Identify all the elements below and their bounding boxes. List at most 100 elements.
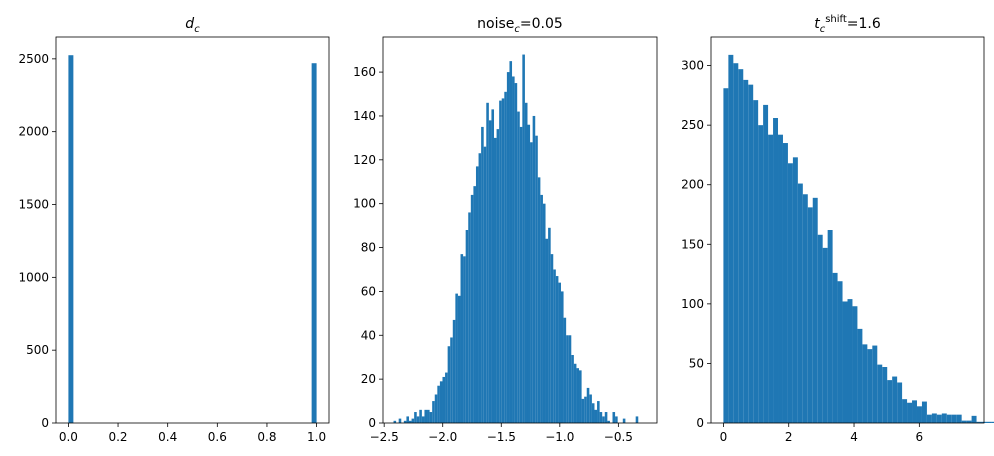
histogram-bar — [887, 380, 893, 423]
y-tick-label: 100 — [353, 197, 376, 211]
histogram-bar — [792, 157, 798, 423]
histogram-bar — [728, 54, 734, 424]
histogram-bar — [411, 418, 415, 423]
histogram-bar — [452, 319, 456, 423]
histogram-bar — [393, 420, 397, 423]
y-tick-label: 1000 — [18, 270, 49, 284]
bars — [393, 54, 639, 424]
y-tick-label: 150 — [681, 237, 704, 251]
histogram-bar — [758, 125, 764, 423]
histogram-bar — [496, 129, 500, 424]
x-tick-label: 4 — [850, 430, 858, 444]
y-tick-label: 1500 — [18, 198, 49, 212]
histogram-bar — [414, 412, 417, 423]
x-tick-label: −1.5 — [487, 430, 516, 444]
bars — [723, 54, 994, 424]
histogram-bar — [506, 72, 510, 423]
histogram-bar — [522, 54, 525, 424]
histogram-bar — [473, 186, 476, 423]
histogram-bar — [527, 124, 531, 423]
histogram-bar — [842, 301, 848, 423]
axes-frame — [382, 36, 658, 424]
histogram-bar — [787, 163, 793, 423]
histogram-bar — [802, 194, 808, 423]
chart-title-part: c — [514, 24, 520, 35]
histogram-bar — [68, 55, 74, 424]
histogram-bar — [501, 98, 505, 423]
histogram-bar — [768, 134, 774, 423]
histogram-bar — [773, 118, 779, 423]
histogram-bar — [763, 104, 769, 423]
histogram-bar — [442, 376, 446, 423]
histogram-bar — [491, 109, 495, 424]
x-tick-label: −2.5 — [370, 430, 399, 444]
histogram-bar — [540, 194, 543, 423]
chart-title-part: noise — [477, 16, 514, 32]
histogram-bar — [432, 401, 435, 423]
histogram-bar — [581, 398, 585, 424]
histogram-bar — [460, 254, 464, 424]
histogram-bar — [782, 143, 788, 423]
histogram-bar — [907, 402, 913, 423]
histogram-bar — [455, 293, 458, 423]
histogram-bar — [589, 394, 592, 423]
histogram-bar — [558, 282, 561, 423]
histogram-bar — [612, 412, 616, 423]
histogram-bar — [517, 111, 520, 423]
y-tick-label: 60 — [361, 284, 376, 298]
histogram-bar — [753, 100, 759, 423]
histogram-bar — [877, 364, 883, 423]
histogram-bar — [912, 400, 917, 423]
histogram-bar — [555, 276, 559, 423]
histogram-bar — [573, 363, 577, 423]
chart-title-part: =1.6 — [847, 16, 881, 32]
histogram-bar — [419, 409, 422, 423]
chart-panel-1: 0.0 0.2 0.4 0.6 0.8 1.0 0 500 1000 1500 2000 2500 dc — [18, 16, 330, 444]
histogram-bar — [892, 376, 898, 423]
y-tick-label: 160 — [353, 65, 376, 79]
histogram-bar — [398, 418, 402, 423]
histogram-bar — [941, 413, 947, 423]
chart-title: noisec=0.05 — [477, 16, 563, 35]
histogram-bar — [468, 212, 471, 423]
histogram-bar — [857, 328, 863, 423]
y-tick-label: 40 — [361, 328, 376, 342]
histogram-bar — [966, 420, 972, 423]
y-tick-label: 500 — [26, 343, 49, 357]
histogram-bar — [437, 385, 440, 423]
histogram-bar — [579, 370, 582, 423]
bars — [68, 55, 317, 424]
chart-title: dc — [185, 16, 200, 35]
histogram-bar — [571, 355, 574, 423]
histogram-bar — [311, 63, 317, 423]
histogram-bar — [951, 414, 957, 423]
histogram-bar — [961, 420, 967, 423]
histogram-bar — [512, 76, 515, 423]
y-tick-label: 140 — [353, 109, 376, 123]
y-tick-label: 300 — [681, 59, 704, 73]
histogram-bar — [509, 61, 513, 424]
histogram-bar — [607, 420, 610, 423]
histogram-bar — [478, 153, 482, 424]
histogram-bar — [946, 414, 952, 423]
y-tick-label: 120 — [353, 153, 376, 167]
y-tick-label: 20 — [361, 372, 376, 386]
histogram-bar — [408, 420, 412, 423]
histogram-bar — [615, 416, 618, 423]
histogram-bar — [403, 420, 407, 423]
y-tick-label: 0 — [368, 416, 376, 430]
histogram-bar — [514, 83, 518, 423]
chart-title-part: c — [194, 24, 200, 35]
histogram-bar — [535, 135, 538, 423]
histogram-bar — [635, 416, 639, 423]
histogram-bar — [602, 416, 605, 423]
histogram-bar — [566, 335, 569, 423]
histogram-bar — [439, 381, 443, 423]
histogram-bar — [576, 368, 580, 423]
histogram-bar — [483, 146, 487, 423]
chart-title-part: t — [814, 16, 820, 32]
histogram-bar — [748, 84, 754, 424]
histogram-bar — [812, 197, 818, 423]
histogram-bar — [427, 409, 430, 423]
histogram-bar — [447, 346, 451, 423]
